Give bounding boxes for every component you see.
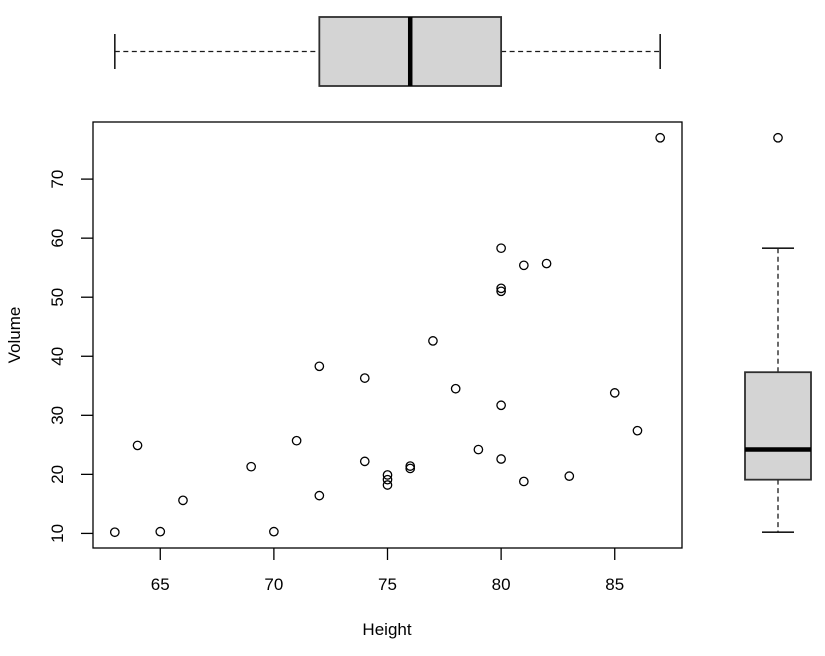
data-point [496, 283, 506, 294]
right-box-iqr [744, 371, 812, 481]
y-tick-label: 60 [48, 229, 67, 248]
data-point [178, 495, 188, 506]
x-tick-label: 70 [264, 575, 283, 594]
data-point [450, 383, 461, 394]
data-point [382, 470, 393, 480]
data-point [382, 474, 393, 485]
y-tick-label: 30 [48, 406, 67, 425]
data-point [382, 480, 393, 490]
data-point [632, 425, 643, 436]
data-point [496, 454, 506, 464]
data-point [155, 526, 166, 537]
data-point [109, 527, 120, 538]
data-point [496, 400, 506, 411]
data-point [428, 336, 438, 346]
x-tick-label: 75 [378, 575, 397, 594]
data-point [473, 444, 484, 455]
data-point [291, 435, 302, 446]
data-point [655, 132, 666, 143]
data-point [496, 243, 506, 254]
x-tick-label: 85 [605, 575, 624, 594]
data-point [541, 258, 552, 269]
x-tick-label: 80 [492, 575, 511, 594]
y-tick-label: 70 [48, 170, 67, 189]
y-tick-label: 50 [48, 288, 67, 307]
right-box-outlier-point [773, 132, 783, 143]
data-point [246, 461, 257, 472]
data-point [405, 461, 416, 471]
data-point [314, 490, 325, 501]
data-point [564, 471, 575, 481]
data-point [132, 440, 143, 451]
data-point [314, 361, 325, 372]
data-point [518, 260, 529, 271]
data-point [359, 373, 370, 383]
data-point [269, 526, 279, 537]
y-tick-label: 10 [48, 524, 67, 543]
data-point [518, 476, 529, 487]
data-point [496, 286, 506, 297]
y-tick-label: 20 [48, 465, 67, 484]
data-point [609, 388, 620, 398]
x-tick-label: 65 [151, 575, 170, 594]
data-point [359, 456, 370, 467]
y-tick-label: 40 [48, 347, 67, 366]
y-axis-title: Volume [5, 306, 24, 364]
x-axis-title: Height [362, 620, 412, 639]
